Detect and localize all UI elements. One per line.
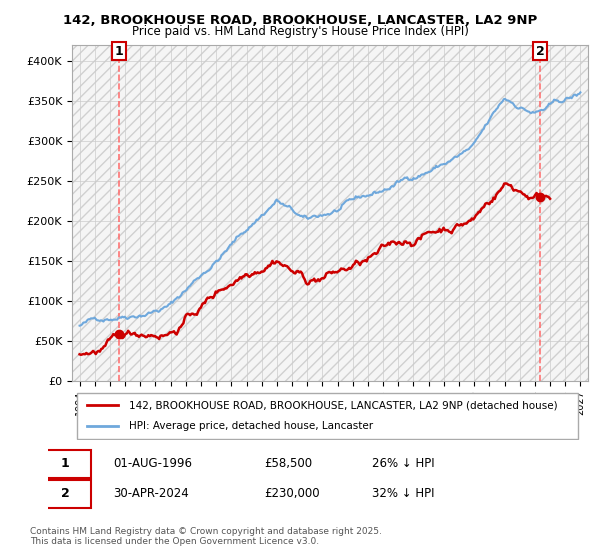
- Text: 32% ↓ HPI: 32% ↓ HPI: [372, 487, 434, 501]
- Text: 2: 2: [536, 45, 544, 58]
- Text: 30-APR-2024: 30-APR-2024: [113, 487, 188, 501]
- Text: £58,500: £58,500: [264, 458, 312, 470]
- Text: Contains HM Land Registry data © Crown copyright and database right 2025.
This d: Contains HM Land Registry data © Crown c…: [30, 526, 382, 546]
- Text: 142, BROOKHOUSE ROAD, BROOKHOUSE, LANCASTER, LA2 9NP: 142, BROOKHOUSE ROAD, BROOKHOUSE, LANCAS…: [63, 14, 537, 27]
- FancyBboxPatch shape: [77, 394, 578, 438]
- Text: 142, BROOKHOUSE ROAD, BROOKHOUSE, LANCASTER, LA2 9NP (detached house): 142, BROOKHOUSE ROAD, BROOKHOUSE, LANCAS…: [129, 400, 557, 410]
- FancyBboxPatch shape: [40, 480, 91, 508]
- Text: 2: 2: [61, 487, 70, 501]
- FancyBboxPatch shape: [40, 450, 91, 478]
- Text: 1: 1: [115, 45, 123, 58]
- Text: £230,000: £230,000: [264, 487, 320, 501]
- Text: 1: 1: [61, 458, 70, 470]
- Text: Price paid vs. HM Land Registry's House Price Index (HPI): Price paid vs. HM Land Registry's House …: [131, 25, 469, 38]
- Text: 26% ↓ HPI: 26% ↓ HPI: [372, 458, 434, 470]
- Text: HPI: Average price, detached house, Lancaster: HPI: Average price, detached house, Lanc…: [129, 421, 373, 431]
- Bar: [72, 45, 588, 381]
- Text: 01-AUG-1996: 01-AUG-1996: [113, 458, 192, 470]
